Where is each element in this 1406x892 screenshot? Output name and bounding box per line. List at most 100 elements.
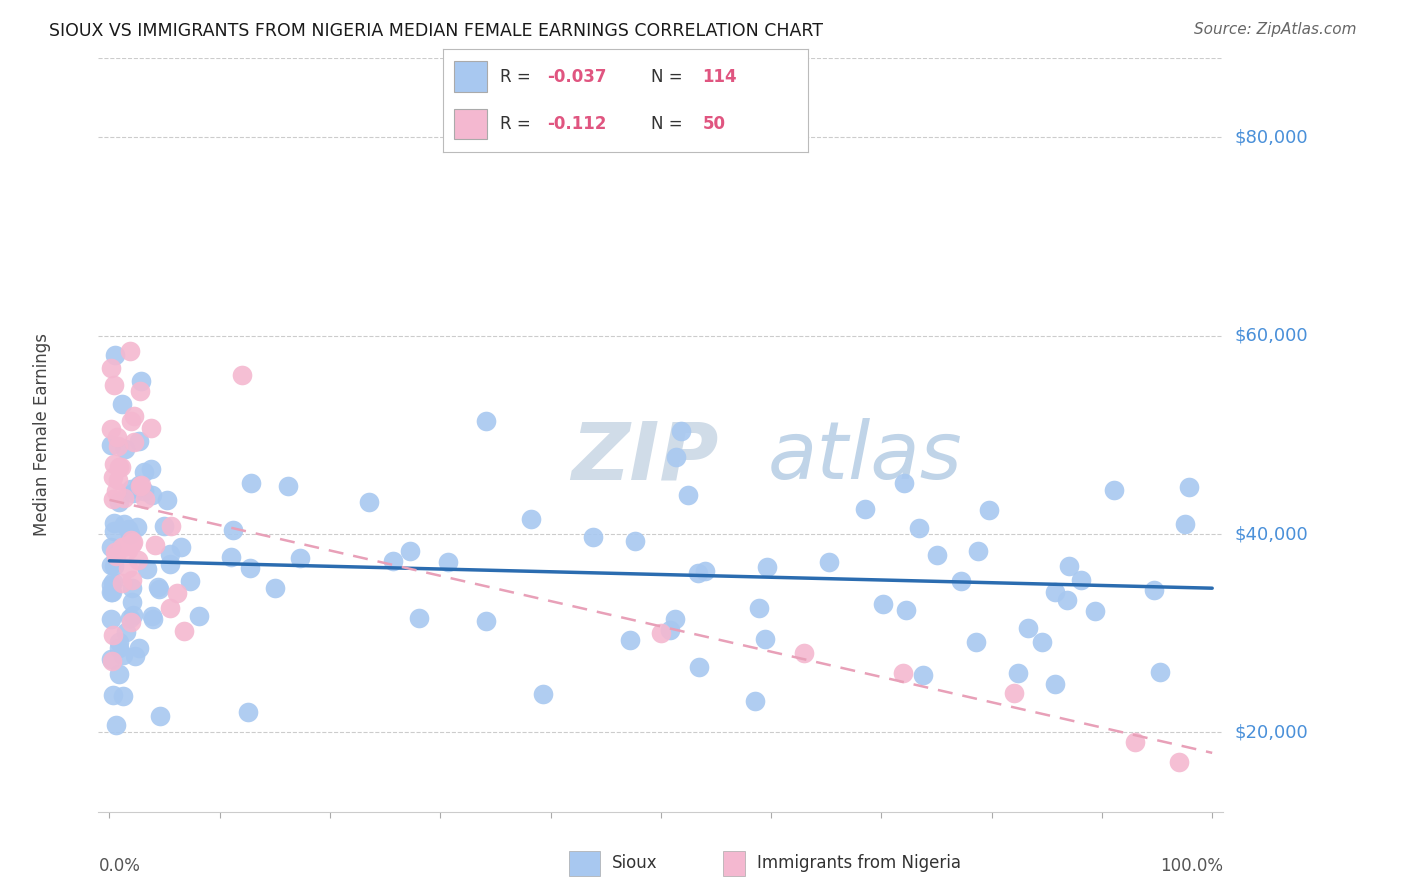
Text: -0.037: -0.037	[547, 68, 606, 86]
Point	[148, 580, 170, 594]
Point	[748, 601, 770, 615]
Point	[818, 555, 841, 569]
Point	[688, 660, 710, 674]
Point	[277, 479, 299, 493]
Point	[159, 600, 181, 615]
Point	[408, 611, 430, 625]
Point	[1043, 677, 1066, 691]
Point	[156, 493, 179, 508]
Point	[121, 486, 143, 500]
Point	[755, 559, 778, 574]
Text: $20,000: $20,000	[1234, 723, 1308, 741]
Text: N =: N =	[651, 115, 688, 133]
Point	[1102, 483, 1125, 497]
Point	[100, 654, 122, 668]
Point	[520, 512, 543, 526]
Point	[979, 502, 1001, 516]
Point	[122, 535, 145, 549]
Text: 114: 114	[703, 68, 737, 86]
Point	[120, 482, 142, 496]
Point	[219, 549, 242, 564]
Point	[159, 557, 181, 571]
Point	[159, 518, 181, 533]
Point	[122, 608, 145, 623]
Point	[398, 544, 420, 558]
Point	[100, 585, 122, 599]
Point	[437, 555, 460, 569]
Point	[121, 536, 143, 550]
Point	[100, 578, 122, 592]
Point	[100, 360, 122, 375]
Point	[103, 688, 125, 702]
Text: Median Female Earnings: Median Female Earnings	[34, 334, 51, 536]
Point	[129, 479, 152, 493]
Point	[531, 687, 554, 701]
Point	[239, 476, 262, 491]
Point	[148, 582, 170, 596]
Point	[907, 521, 929, 535]
Point	[100, 558, 122, 573]
Point	[117, 543, 139, 558]
Point	[104, 484, 127, 499]
Point	[650, 626, 672, 640]
Text: 0.0%: 0.0%	[98, 857, 141, 875]
Point	[893, 665, 915, 680]
Point	[1070, 573, 1092, 587]
Point	[121, 581, 143, 595]
Point	[104, 549, 127, 564]
Point	[239, 561, 262, 575]
Point	[624, 534, 647, 549]
Point	[141, 488, 163, 502]
Point	[103, 457, 125, 471]
Text: SIOUX VS IMMIGRANTS FROM NIGERIA MEDIAN FEMALE EARNINGS CORRELATION CHART: SIOUX VS IMMIGRANTS FROM NIGERIA MEDIAN …	[49, 22, 823, 40]
Point	[159, 547, 181, 561]
Point	[117, 522, 139, 536]
Point	[117, 561, 139, 575]
Text: Immigrants from Nigeria: Immigrants from Nigeria	[758, 854, 962, 871]
Point	[893, 476, 915, 491]
Point	[127, 553, 149, 567]
FancyBboxPatch shape	[454, 62, 486, 92]
Point	[744, 694, 766, 708]
Text: Sioux: Sioux	[612, 854, 658, 871]
Point	[688, 566, 710, 580]
Point	[134, 465, 156, 479]
Point	[122, 435, 145, 450]
Point	[142, 612, 165, 626]
Point	[967, 544, 990, 558]
Point	[1177, 480, 1199, 494]
Point	[1031, 634, 1053, 648]
Point	[120, 536, 142, 550]
Point	[1168, 755, 1191, 769]
Point	[121, 595, 143, 609]
Point	[129, 478, 152, 492]
Point	[128, 640, 150, 655]
Point	[107, 473, 129, 487]
Point	[107, 666, 129, 681]
Point	[1002, 686, 1025, 700]
FancyBboxPatch shape	[568, 851, 599, 876]
Point	[170, 540, 193, 554]
Text: -0.112: -0.112	[547, 115, 606, 133]
Point	[112, 516, 135, 531]
Point	[104, 348, 127, 362]
Point	[101, 470, 124, 484]
FancyBboxPatch shape	[454, 109, 486, 139]
Point	[107, 439, 129, 453]
Point	[120, 615, 142, 630]
Point	[754, 632, 776, 646]
Point	[221, 524, 243, 538]
Point	[187, 609, 209, 624]
Point	[925, 548, 948, 562]
Text: 50: 50	[703, 115, 725, 133]
Point	[108, 494, 131, 508]
Point	[359, 495, 381, 509]
Point	[141, 608, 163, 623]
Text: N =: N =	[651, 68, 688, 86]
Point	[173, 624, 195, 639]
Point	[120, 533, 142, 548]
Point	[136, 562, 159, 576]
Point	[1007, 665, 1029, 680]
Text: R =: R =	[499, 68, 536, 86]
Point	[101, 585, 124, 599]
